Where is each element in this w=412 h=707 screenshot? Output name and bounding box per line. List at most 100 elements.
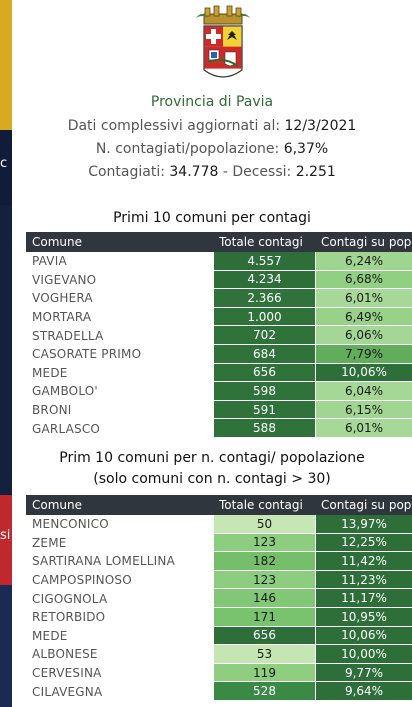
municipality-name: PAVIA: [32, 254, 67, 269]
update-date-label: Dati complessivi aggiornati al:: [67, 118, 285, 134]
column-header[interactable]: Comune: [32, 498, 83, 512]
total-cases-cell: 4.557: [214, 252, 316, 271]
column-header[interactable]: Comune: [32, 235, 83, 249]
province-crest-logo: [196, 5, 250, 78]
table-row[interactable]: MENCONICO 50 13,97%: [26, 515, 412, 534]
ratio-cell: 6,15%: [316, 400, 412, 420]
municipality-name: GAMBOLO': [32, 384, 98, 399]
ratio-cell: 10,06%: [316, 626, 412, 646]
table-row[interactable]: STRADELLA 702 6,06%: [26, 326, 412, 345]
table-row[interactable]: GARLASCO 588 6,01%: [26, 419, 412, 438]
table-row[interactable]: SARTIRANA LOMELLINA 182 11,42%: [26, 552, 412, 571]
backdrop-strip: [0, 495, 12, 585]
table2-title-line2: (solo comuni con n. contagi > 30): [93, 471, 331, 487]
municipality-name: CIGOGNOLA: [32, 591, 108, 606]
table-row[interactable]: MEDE 656 10,06%: [26, 363, 412, 383]
municipality-name: MENCONICO: [32, 517, 109, 532]
table1-title: Primi 10 comuni per contagi: [113, 210, 311, 226]
infection-ratio-label: N. contagiati/popolazione:: [95, 141, 284, 157]
top-ratio-table: Comune Totale contagi Contagi su popolaz…: [26, 495, 412, 701]
total-cases-cell: 591: [214, 400, 316, 420]
municipality-name: CASORATE PRIMO: [32, 347, 142, 362]
dashboard-card: Provincia di Pavia Dati complessivi aggi…: [12, 0, 412, 707]
ratio-cell: 6,01%: [316, 419, 412, 438]
table-row[interactable]: CIGOGNOLA 146 11,17%: [26, 589, 412, 608]
table-row[interactable]: GAMBOLO' 598 6,04%: [26, 382, 412, 401]
top-cases-table: Comune Totale contagi Contagi su popolaz…: [26, 232, 412, 438]
backdrop-text: c: [0, 156, 8, 171]
ratio-cell: 11,17%: [316, 589, 412, 608]
table-row[interactable]: CERVESINA 119 9,77%: [26, 663, 412, 683]
municipality-name: BRONI: [32, 403, 72, 418]
ratio-cell: 9,64%: [316, 682, 412, 701]
total-cases-cell: 119: [214, 663, 316, 683]
backdrop-strip: [0, 130, 12, 205]
total-cases-cell: 528: [214, 682, 316, 701]
ratio-cell: 6,01%: [316, 289, 412, 308]
table-row[interactable]: CAMPOSPINOSO 123 11,23%: [26, 570, 412, 590]
municipality-name: VOGHERA: [32, 291, 93, 306]
municipality-name: CAMPOSPINOSO: [32, 573, 132, 588]
total-cases-cell: 4.234: [214, 270, 316, 290]
table-row[interactable]: PAVIA 4.557 6,24%: [26, 252, 412, 271]
table-row[interactable]: ALBONESE 53 10,00%: [26, 645, 412, 664]
infection-ratio-value: 6,37%: [283, 141, 329, 157]
total-cases-cell: 146: [214, 589, 316, 608]
ratio-cell: 10,95%: [316, 607, 412, 627]
ratio-cell: 6,04%: [316, 382, 412, 401]
table-row[interactable]: VOGHERA 2.366 6,01%: [26, 289, 412, 308]
backdrop-strip: [0, 585, 12, 707]
total-cases-cell: 171: [214, 607, 316, 627]
ratio-cell: 13,97%: [316, 515, 412, 534]
update-date-value: 12/3/2021: [284, 118, 357, 134]
municipality-name: MORTARA: [32, 310, 92, 325]
table-row[interactable]: CASORATE PRIMO 684 7,79%: [26, 344, 412, 364]
ratio-cell: 10,00%: [316, 645, 412, 664]
backdrop-strip: [0, 0, 12, 130]
table-header: Comune Totale contagi Contagi su popolaz…: [26, 495, 412, 515]
ratio-cell: 10,06%: [316, 363, 412, 383]
ratio-cell: 12,25%: [316, 533, 412, 553]
backdrop-strip: [0, 205, 12, 495]
ratio-cell: 11,42%: [316, 552, 412, 571]
ratio-cell: 7,79%: [316, 344, 412, 364]
table-row[interactable]: VIGEVANO 4.234 6,68%: [26, 270, 412, 290]
municipality-name: CILAVEGNA: [32, 684, 103, 699]
total-cases-cell: 2.366: [214, 289, 316, 308]
total-cases-cell: 598: [214, 382, 316, 401]
total-cases-cell: 53: [214, 645, 316, 664]
table-row[interactable]: CILAVEGNA 528 9,64%: [26, 682, 412, 701]
total-cases-cell: 182: [214, 552, 316, 571]
backdrop-text: si: [0, 528, 11, 543]
ratio-cell: 6,24%: [316, 252, 412, 271]
table-row[interactable]: MEDE 656 10,06%: [26, 626, 412, 646]
table-row[interactable]: MORTARA 1.000 6,49%: [26, 307, 412, 327]
deaths-value: 2.251: [295, 164, 336, 180]
total-cases-cell: 656: [214, 363, 316, 383]
total-cases-cell: 656: [214, 626, 316, 646]
total-cases-cell: 684: [214, 344, 316, 364]
table-header: Comune Totale contagi Contagi su popolaz…: [26, 232, 412, 252]
table2-title-line1: Prim 10 comuni per n. contagi/ popolazio…: [59, 450, 365, 466]
deaths-label: - Decessi:: [218, 164, 296, 180]
table-row[interactable]: RETORBIDO 171 10,95%: [26, 607, 412, 627]
municipality-name: VIGEVANO: [32, 272, 97, 287]
municipality-name: MEDE: [32, 365, 68, 380]
column-header[interactable]: Totale contagi: [219, 235, 303, 249]
table-row[interactable]: BRONI 591 6,15%: [26, 400, 412, 420]
ratio-cell: 6,68%: [316, 270, 412, 290]
totals-line: Contagiati: 34.778 - Decessi: 2.251: [12, 164, 412, 180]
column-header[interactable]: Contagi su popolazione: [321, 498, 412, 512]
total-cases-cell: 588: [214, 419, 316, 438]
table-row[interactable]: ZEME 123 12,25%: [26, 533, 412, 553]
column-header[interactable]: Totale contagi: [219, 498, 303, 512]
column-header[interactable]: Contagi su popolazione: [321, 235, 412, 249]
ratio-cell: 6,06%: [316, 326, 412, 345]
ratio-cell: 11,23%: [316, 570, 412, 590]
municipality-name: STRADELLA: [32, 328, 104, 343]
total-cases-cell: 702: [214, 326, 316, 345]
municipality-name: CERVESINA: [32, 666, 102, 681]
municipality-name: MEDE: [32, 628, 68, 643]
municipality-name: GARLASCO: [32, 421, 101, 436]
total-cases-cell: 123: [214, 533, 316, 553]
